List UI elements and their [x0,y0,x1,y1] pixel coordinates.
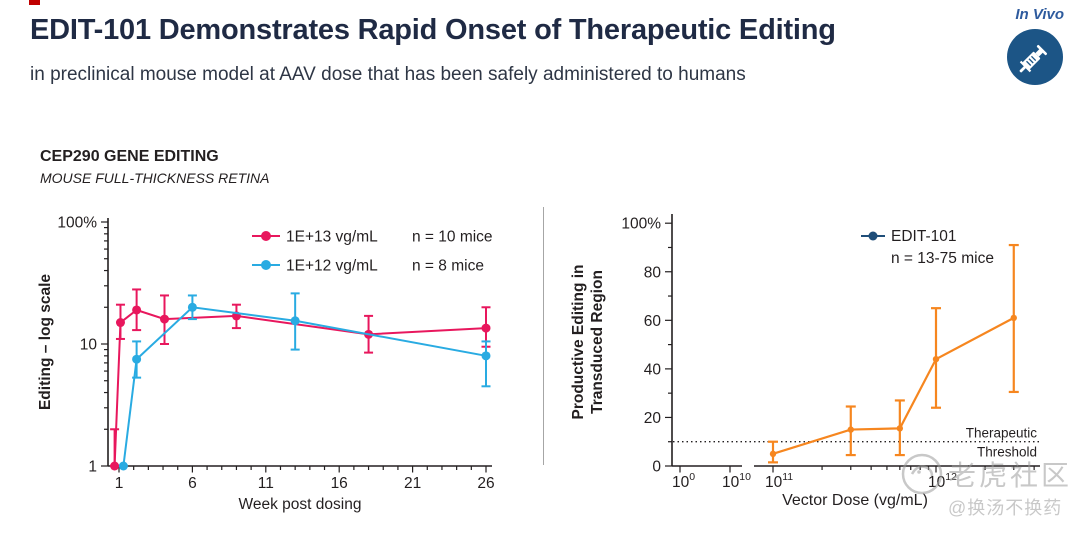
syringe-icon [1007,29,1063,85]
slide-marker [29,0,40,5]
svg-text:n = 8 mice: n = 8 mice [412,258,484,275]
svg-text:0: 0 [652,459,661,476]
svg-text:Threshold: Threshold [977,445,1037,460]
axes [107,218,492,467]
svg-text:Editing – log scale: Editing – log scale [37,274,54,410]
series-1e-12-vg-ml [118,292,491,471]
page-subtitle: in preclinical mouse model at AAV dose t… [30,64,746,85]
svg-text:6: 6 [188,475,197,492]
svg-text:1010: 1010 [722,471,751,491]
svg-text:10: 10 [80,337,98,354]
y-axis-label: Editing – log scale [37,274,54,410]
series-1e-13-vg-ml [110,288,491,471]
svg-text:1E+12 vg/mL: 1E+12 vg/mL [286,258,378,275]
svg-text:16: 16 [331,475,348,492]
svg-text:1: 1 [115,475,124,492]
y-axis-label: Productive Editing in Transduced Region [570,264,606,419]
svg-text:100%: 100% [57,215,97,232]
page-title: EDIT-101 Demonstrates Rapid Onset of The… [30,14,836,46]
svg-text:11: 11 [258,475,274,492]
svg-text:26: 26 [477,475,494,492]
svg-text:1: 1 [88,459,97,476]
svg-text:Therapeutic: Therapeutic [966,426,1038,441]
svg-text:40: 40 [644,361,662,378]
svg-text:EDIT-101: EDIT-101 [891,228,956,245]
invivo-label: In Vivo [1015,6,1064,23]
svg-text:20: 20 [644,410,662,427]
series-edit-101 [768,243,1019,464]
x-axis-label: Vector Dose (vg/mL) [782,492,928,509]
svg-text:100: 100 [672,471,695,491]
svg-text:n = 10 mice: n = 10 mice [412,229,493,246]
svg-text:100%: 100% [621,216,661,233]
svg-text:1011: 1011 [765,471,793,491]
svg-text:Transduced Region: Transduced Region [589,270,606,414]
ticks [101,221,487,473]
legend: EDIT-101 n = 13-75 mice [861,228,994,267]
left-chart: 1 10 100% 1 6 11 16 21 26 Week post dosing Editing… [30,202,545,524]
left-chart-subtitle: MOUSE FULL-THICKNESS RETINA [40,170,270,186]
therapeutic-threshold: Therapeutic Threshold [673,426,1040,460]
right-chart: 0 20 40 60 80 100% 100 1010 1011 1012 Vector Dose … [545,202,1080,524]
divider [543,207,544,465]
svg-text:Productive Editing in: Productive Editing in [570,264,587,419]
svg-text:1E+13 vg/mL: 1E+13 vg/mL [286,229,378,246]
svg-text:n = 13-75 mice: n = 13-75 mice [891,250,994,267]
svg-text:60: 60 [644,313,662,330]
left-chart-title: CEP290 GENE EDITING [40,148,219,165]
x-axis-label: Week post dosing [239,496,362,513]
svg-text:80: 80 [644,264,662,281]
legend: 1E+13 vg/mL n = 10 mice 1E+12 vg/mL n = 8 m… [252,229,493,275]
svg-text:21: 21 [404,475,421,492]
svg-text:1012: 1012 [928,471,957,491]
